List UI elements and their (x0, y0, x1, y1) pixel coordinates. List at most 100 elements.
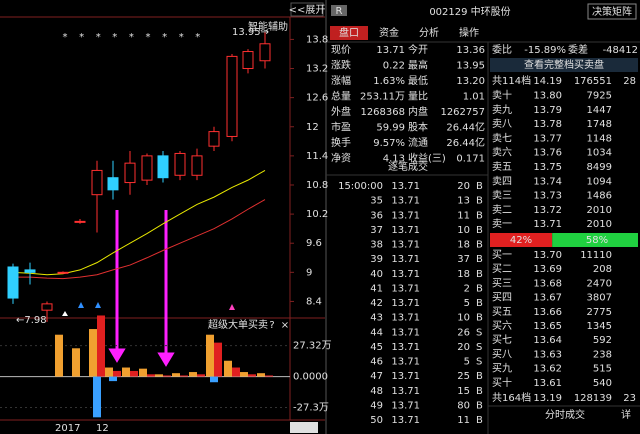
balance-label: 42% (510, 235, 532, 246)
flow-bar (72, 348, 80, 377)
full-book-button[interactable]: 查看完整档买卖盘 (524, 58, 604, 71)
y-tick-label: 13.8 (306, 34, 328, 45)
quote-label: 收益(三) (408, 152, 446, 165)
quote-label: 流通 (408, 136, 428, 149)
book-price: 13.73 (533, 191, 562, 202)
marker (62, 311, 68, 316)
trade-time: 35 (370, 196, 383, 207)
quote-value: 59.99 (376, 123, 405, 134)
help-icon[interactable]: ? (269, 320, 274, 331)
book-price: 13.72 (533, 205, 562, 216)
book-name: 共114档 (492, 74, 531, 87)
book-name: 买一 (492, 249, 512, 261)
trade-volume: 26 (457, 327, 470, 338)
period-button[interactable]: 日线 (294, 421, 314, 434)
y-tick-label: 8.4 (306, 296, 322, 307)
tab[interactable]: 盘口 (339, 26, 359, 39)
trade-time: 47 (370, 371, 383, 382)
quote-label: 总量 (331, 90, 351, 103)
flow-bar (147, 374, 155, 377)
quote-label: 股本 (408, 121, 428, 134)
book-price: 13.64 (533, 335, 562, 346)
y-tick-label: 9.6 (306, 238, 322, 249)
indicator-title: 超级大单买卖 (208, 318, 268, 331)
signal-arrows (108, 210, 175, 367)
tick-tab[interactable]: 分时成交 (545, 408, 585, 421)
trade-time: 45 (370, 342, 383, 353)
book-volume: 8499 (587, 162, 612, 173)
star: * (179, 32, 184, 43)
trade-time: 43 (370, 313, 383, 324)
close-icon[interactable]: × (281, 320, 289, 331)
flow-bar (97, 315, 105, 377)
trade-time: 46 (370, 357, 383, 368)
book-volume: 2010 (587, 205, 612, 216)
star: * (146, 32, 151, 43)
trade-side: B (476, 181, 483, 192)
expand-button[interactable]: <<展开 (289, 4, 326, 16)
period-button-bg[interactable] (290, 422, 318, 433)
quote-label: 换手 (331, 136, 351, 149)
book-volume: 176551 (574, 76, 612, 87)
trade-time: 39 (370, 254, 383, 265)
book-price: 13.76 (533, 148, 562, 159)
tab[interactable]: 资金 (379, 26, 399, 39)
book-count: 23 (623, 393, 636, 404)
flow-bar (206, 334, 214, 377)
book-name: 共164档 (492, 391, 531, 404)
book-volume: 515 (593, 364, 612, 375)
trade-volume: 2 (464, 283, 470, 294)
quote-value: 1.01 (463, 92, 485, 103)
book-name: 买二 (492, 263, 512, 275)
trade-price: 13.71 (391, 225, 420, 236)
book-volume: 238 (593, 349, 612, 360)
candle-body (91, 169, 103, 196)
book-volume: 1486 (587, 191, 612, 202)
trade-volume: 37 (457, 254, 470, 265)
candle-body (57, 271, 69, 274)
book-price: 13.62 (533, 364, 562, 375)
book-volume: 1748 (587, 119, 612, 130)
matrix-button-frame[interactable] (587, 3, 637, 20)
trade-side: B (476, 386, 483, 397)
flow-bar (189, 372, 197, 377)
trade-volume: 11 (457, 210, 470, 221)
trade-side: B (476, 283, 483, 294)
book-price: 13.69 (533, 264, 562, 275)
star: * (162, 32, 167, 43)
flow-bar (130, 370, 138, 377)
candle-body (242, 51, 254, 70)
detail-button[interactable]: 详 (621, 408, 631, 421)
trade-price: 13.71 (391, 210, 420, 221)
balance-buy (490, 233, 553, 247)
trade-volume: 15 (457, 386, 470, 397)
tab[interactable]: 分析 (419, 26, 439, 39)
book-volume: 540 (593, 378, 612, 389)
trade-side: B (476, 254, 483, 265)
star: * (96, 32, 101, 43)
book-volume: 128139 (574, 393, 612, 404)
candle-body (141, 155, 153, 181)
flow-bar (257, 373, 265, 377)
trade-time: 41 (370, 283, 383, 294)
book-price: 13.75 (533, 162, 562, 173)
matrix-button[interactable]: 决策矩阵 (592, 5, 632, 18)
book-price: 13.63 (533, 349, 562, 360)
active-tab-bg[interactable] (330, 26, 368, 40)
marker (229, 304, 235, 310)
trade-volume: 5 (464, 357, 470, 368)
trade-side: B (476, 210, 483, 221)
candle-body (174, 152, 186, 176)
book-price: 13.74 (533, 176, 562, 187)
quote-label: 量比 (408, 91, 428, 103)
tab[interactable]: 操作 (459, 26, 479, 39)
quote-value: 4.13 (383, 154, 405, 165)
trade-volume: 5 (464, 298, 470, 309)
ratio-label: 委比 (492, 43, 512, 56)
expand-button-frame[interactable] (290, 2, 324, 17)
badge-bg (331, 5, 347, 16)
book-volume: 11110 (580, 250, 612, 261)
flow-bar (55, 334, 63, 377)
full-book-bg[interactable] (490, 58, 638, 72)
quote-value: 1268368 (360, 107, 405, 118)
